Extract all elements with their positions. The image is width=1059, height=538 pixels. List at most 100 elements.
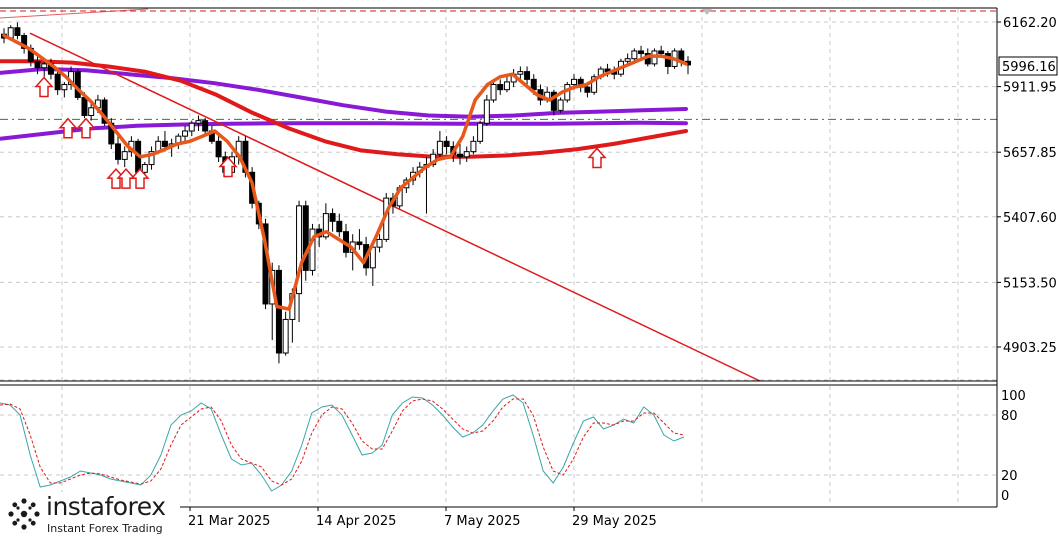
candle-body-up: [631, 50, 638, 60]
candle: [356, 229, 363, 250]
candle-body-down: [161, 140, 168, 147]
candle: [148, 146, 155, 170]
time-tick-label: 29 May 2025: [572, 514, 657, 529]
candle: [591, 74, 598, 95]
candle-body-down: [638, 50, 645, 55]
candle-body-down: [215, 140, 222, 158]
buy-arrow-icon: [130, 168, 150, 189]
candle: [336, 213, 343, 237]
candle-body-up: [463, 151, 470, 158]
candle: [329, 208, 336, 232]
watermark-logo: instaforex Instant Forex Trading: [0, 492, 180, 538]
candle-body-down: [457, 153, 463, 158]
stochastic-panel: [0, 394, 997, 492]
candle-body-up: [483, 99, 490, 124]
candle-body-up: [61, 84, 68, 91]
candle: [470, 136, 477, 155]
candle: [282, 311, 289, 356]
candle: [21, 32, 28, 54]
candle: [121, 146, 128, 168]
candle: [88, 102, 95, 121]
watermark-brand: instaforex: [46, 492, 166, 521]
candle: [483, 94, 490, 126]
candle: [275, 265, 282, 364]
candle-body-down: [34, 60, 41, 69]
candle-body-up: [309, 228, 316, 271]
candle: [34, 56, 41, 75]
time-tick-label: 21 Mar 2025: [188, 514, 270, 529]
candle-body-up: [490, 84, 497, 101]
candle-body-down: [115, 143, 121, 160]
candle-body-up: [591, 76, 598, 93]
candle-body-up: [148, 151, 155, 166]
candle: [664, 50, 671, 75]
candle-body-down: [497, 84, 504, 91]
price-tick-label: 6162.20: [1003, 16, 1057, 31]
candle-body-up: [517, 71, 524, 75]
candle: [503, 76, 510, 93]
candle: [115, 136, 121, 165]
candle: [54, 70, 61, 95]
buy-arrow-icon: [58, 117, 78, 139]
candle-body-up: [195, 120, 202, 124]
candle-body-up: [470, 140, 477, 153]
candle-body-up: [557, 99, 564, 111]
candle-body-up: [322, 213, 329, 238]
candle-body-up: [376, 238, 383, 248]
candle-body-down: [658, 50, 665, 55]
price-tick-label: 5153.50: [1003, 276, 1057, 291]
candle: [376, 234, 383, 253]
horizontal-levels: [0, 8, 997, 120]
time-tick-label: 7 May 2025: [444, 514, 521, 529]
candle: [188, 120, 195, 137]
buy-arrow-icon: [218, 156, 238, 178]
price-axis: 6162.20 5911.95 5657.85 5407.60 5153.50 4903.…: [997, 16, 1057, 356]
candle-body-up: [436, 140, 443, 155]
current-price-tag: 5996.16: [998, 56, 1058, 76]
candle: [497, 79, 504, 95]
candle-body-down: [530, 78, 537, 91]
current-price-label: 5996.16: [1002, 60, 1056, 75]
buy-arrow-icon: [34, 76, 54, 98]
price-tick-label: 5407.60: [1003, 211, 1057, 226]
stoch-tick-label: 0: [1001, 489, 1009, 504]
candle-body-up: [88, 107, 95, 117]
candle-body-up: [503, 81, 510, 91]
ema-orange-line: [2, 33, 688, 311]
candle-body-down: [275, 269, 282, 354]
candle: [302, 200, 309, 281]
candle: [550, 89, 557, 116]
candle: [557, 97, 564, 113]
candle: [477, 120, 484, 144]
candle-body-down: [524, 71, 531, 80]
descending-trendline: [29, 32, 761, 382]
candle: [41, 61, 48, 77]
buy-arrows: [34, 76, 607, 189]
stoch-main-line: [0, 394, 685, 492]
candle-body-down: [664, 53, 671, 67]
stoch-signal-line: [0, 398, 685, 486]
watermark-tagline: Instant Forex Trading: [47, 522, 163, 535]
candle: [517, 66, 524, 80]
candle-body-down: [550, 91, 557, 111]
stoch-tick-label: 100: [1001, 389, 1026, 404]
candle-body-down: [21, 34, 28, 49]
candle-body-up: [571, 78, 577, 86]
candle: [215, 136, 222, 162]
candle: [524, 66, 531, 85]
candle-body-down: [443, 140, 450, 147]
candle: [309, 223, 316, 276]
candle-body-up: [188, 122, 195, 132]
candle-body-up: [624, 58, 631, 62]
candle: [638, 45, 645, 59]
candle-body-up: [296, 205, 303, 295]
candle-body-down: [14, 27, 21, 36]
candle: [457, 143, 463, 165]
candle: [195, 115, 202, 131]
period-separator-marker: [702, 9, 712, 15]
price-tick-label: 4903.25: [1003, 341, 1057, 356]
upper-channel-line: [0, 8, 149, 19]
candle: [296, 200, 303, 323]
